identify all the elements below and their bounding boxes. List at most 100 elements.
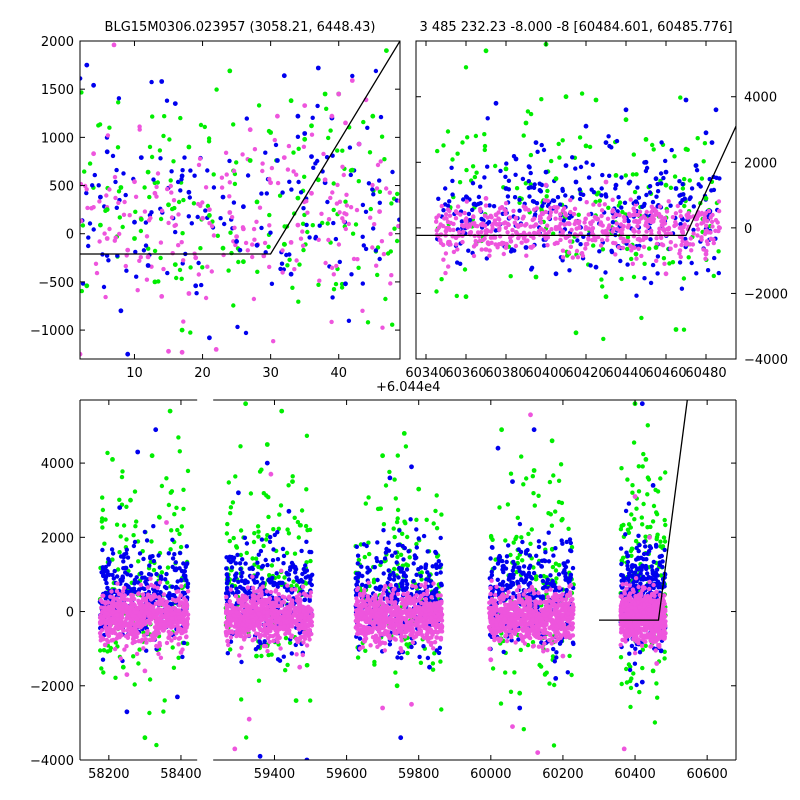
data-point bbox=[297, 262, 302, 267]
data-point bbox=[465, 135, 470, 140]
data-point bbox=[243, 240, 249, 246]
data-point bbox=[341, 172, 346, 178]
data-point bbox=[350, 231, 356, 236]
data-point bbox=[228, 622, 233, 627]
data-point bbox=[181, 561, 186, 566]
data-point bbox=[173, 567, 179, 573]
data-point bbox=[703, 228, 709, 234]
data-point bbox=[103, 574, 109, 579]
data-point bbox=[300, 243, 306, 248]
data-point bbox=[613, 182, 619, 188]
data-point bbox=[209, 269, 214, 274]
data-point bbox=[450, 192, 455, 197]
data-point bbox=[265, 649, 270, 654]
data-point bbox=[395, 542, 401, 548]
data-point bbox=[120, 589, 126, 594]
data-point bbox=[497, 206, 503, 211]
data-point bbox=[91, 227, 96, 232]
data-point bbox=[228, 587, 233, 592]
y-tick-label: 0 bbox=[66, 228, 74, 243]
data-point bbox=[229, 565, 235, 570]
data-point bbox=[635, 185, 640, 190]
data-point bbox=[122, 585, 127, 591]
data-point bbox=[166, 202, 171, 208]
data-point bbox=[625, 262, 630, 267]
data-point bbox=[120, 224, 125, 230]
data-point bbox=[499, 242, 505, 247]
data-point bbox=[605, 216, 611, 221]
data-point bbox=[451, 227, 456, 233]
data-point bbox=[102, 541, 107, 546]
data-point bbox=[514, 186, 520, 191]
data-point bbox=[124, 551, 129, 556]
data-point bbox=[593, 215, 599, 221]
data-point bbox=[110, 610, 116, 615]
data-point bbox=[451, 249, 457, 255]
data-point bbox=[588, 263, 593, 268]
data-point bbox=[169, 215, 175, 220]
data-point bbox=[361, 243, 366, 248]
data-point bbox=[211, 233, 217, 238]
data-point bbox=[529, 265, 535, 270]
data-point bbox=[148, 594, 153, 599]
data-point bbox=[399, 581, 404, 586]
data-point bbox=[200, 200, 205, 205]
series-2 bbox=[443, 179, 709, 277]
data-point bbox=[669, 147, 674, 153]
data-point bbox=[379, 134, 385, 139]
panel-title: 3 485 232.23 -8.000 -8 [60484.601, 60485… bbox=[419, 20, 732, 35]
data-point bbox=[361, 119, 366, 125]
data-point bbox=[299, 508, 305, 513]
data-point bbox=[147, 563, 152, 568]
data-point bbox=[182, 155, 187, 160]
data-point bbox=[569, 227, 574, 233]
data-point bbox=[105, 450, 110, 456]
data-point bbox=[675, 203, 680, 209]
data-point bbox=[606, 205, 611, 210]
data-point bbox=[716, 249, 721, 254]
data-point bbox=[169, 602, 174, 607]
data-point bbox=[231, 555, 237, 560]
data-point bbox=[328, 195, 333, 201]
data-point bbox=[239, 645, 244, 650]
data-point bbox=[398, 552, 404, 557]
data-point bbox=[474, 170, 479, 175]
data-point bbox=[107, 187, 112, 192]
x-tick-label: 60420 bbox=[565, 366, 606, 381]
data-point bbox=[588, 220, 593, 225]
data-point bbox=[560, 229, 566, 234]
data-point bbox=[274, 636, 280, 641]
data-point bbox=[461, 224, 466, 229]
data-point bbox=[366, 181, 372, 186]
data-point bbox=[193, 283, 199, 289]
data-point bbox=[577, 219, 582, 224]
data-point bbox=[711, 273, 716, 279]
data-point bbox=[527, 194, 532, 199]
data-point bbox=[147, 621, 153, 626]
data-point bbox=[331, 207, 336, 213]
data-point bbox=[375, 540, 380, 545]
data-point bbox=[453, 216, 459, 221]
data-point bbox=[503, 186, 509, 191]
data-point bbox=[169, 169, 174, 174]
data-point bbox=[294, 618, 299, 624]
data-point bbox=[141, 633, 147, 638]
data-point bbox=[119, 596, 124, 601]
data-point bbox=[247, 566, 252, 571]
data-point bbox=[132, 682, 137, 687]
data-point bbox=[138, 603, 143, 608]
data-point bbox=[490, 235, 496, 240]
data-point bbox=[603, 140, 609, 146]
data-point bbox=[224, 580, 230, 586]
data-point bbox=[677, 251, 682, 256]
data-point bbox=[159, 611, 164, 616]
axis-frame bbox=[79, 40, 401, 360]
data-point bbox=[266, 577, 272, 582]
data-point bbox=[285, 583, 290, 588]
data-point bbox=[243, 561, 248, 566]
data-point bbox=[266, 514, 271, 520]
data-point bbox=[119, 474, 125, 480]
data-point bbox=[445, 207, 451, 212]
data-point bbox=[448, 220, 454, 226]
data-point bbox=[653, 209, 659, 214]
